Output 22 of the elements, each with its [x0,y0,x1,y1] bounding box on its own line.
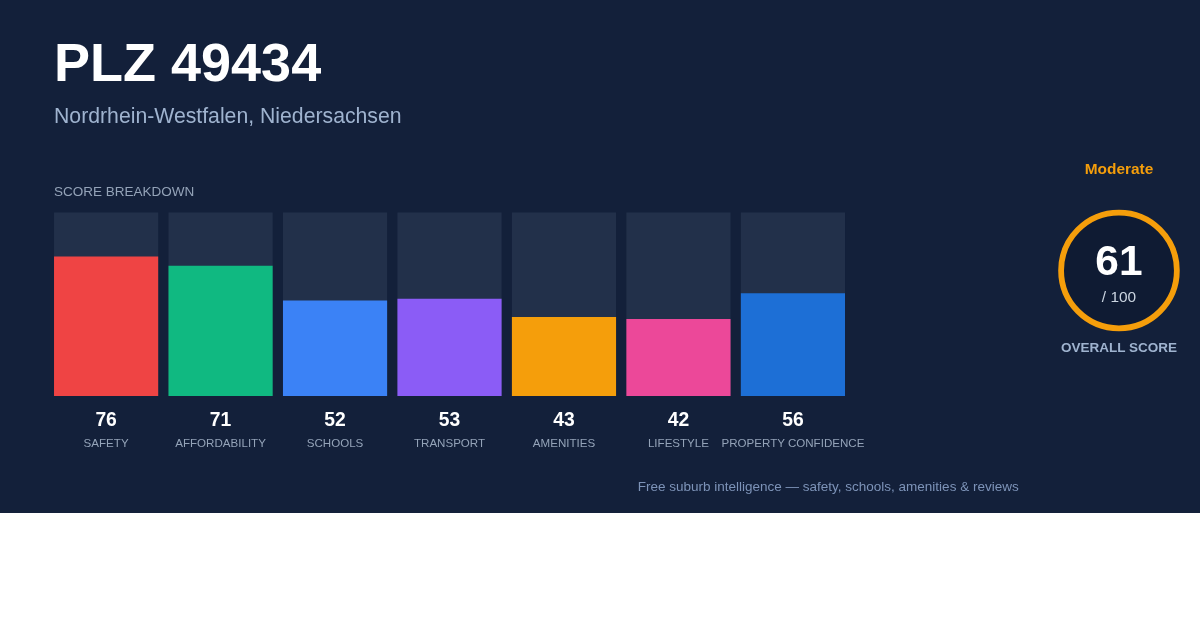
text: OVERALL SCORE [1060,340,1177,356]
x-tick-label: SAFETY [83,437,129,450]
data-label: 42 [667,408,690,430]
text: SCORE BREAKDOWN [54,184,195,200]
x-tick-label: AMENITIES [532,437,596,450]
text: Free suburb intelligence — safety, schools, amenities & reviews [637,479,1019,495]
text: Moderate [1084,160,1154,178]
data-label: 76 [95,408,118,430]
x-tick-label: PROPERTY CONFIDENCE [721,437,865,450]
x-tick-label: SCHOOLS [306,437,364,450]
text: 61 [1095,237,1143,285]
data-label: 43 [553,408,575,430]
text: / 100 [1101,288,1137,306]
data-label: 56 [782,408,804,430]
x-tick-label: AFFORDABILITY [175,437,267,450]
x-tick-label: TRANSPORT [413,437,486,450]
chart-title: PLZ 49434 [54,32,322,93]
data-label: 53 [438,408,461,430]
data-label: 52 [324,408,346,430]
chart-subtitle: Nordrhein-Westfalen, Niedersachsen [54,103,402,127]
x-tick-label: LIFESTYLE [647,437,710,450]
data-label: 71 [209,408,232,430]
